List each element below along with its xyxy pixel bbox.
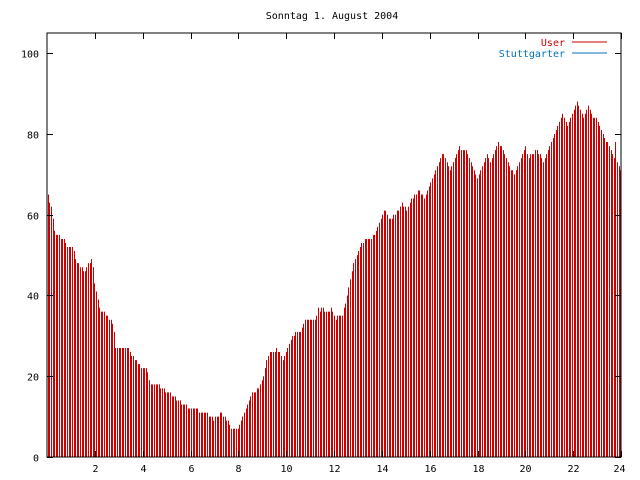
y-tick-label: 100 (21, 50, 39, 61)
x-axis: 2 4 6 8 10 12 14 16 18 20 22 24 (92, 33, 626, 475)
x-tick-label: 24 (613, 464, 625, 475)
y-tick-label: 0 (33, 454, 39, 465)
x-tick-label: 20 (519, 464, 531, 475)
legend-label-user: User (541, 38, 565, 49)
x-tick-label: 14 (376, 464, 388, 475)
y-tick-label: 80 (27, 131, 39, 142)
x-tick-label: 10 (280, 464, 292, 475)
x-tick-label: 18 (472, 464, 484, 475)
y-tick-label: 20 (27, 373, 39, 384)
x-tick-label: 8 (235, 464, 241, 475)
legend-label-stuttgarter: Stuttgarter (499, 49, 565, 60)
chart-title: Sonntag 1. August 2004 (266, 11, 398, 22)
bar-group (48, 101, 621, 457)
y-axis: 0 20 40 60 80 100 (21, 50, 621, 465)
y-tick-label: 40 (27, 292, 39, 303)
legend: User Stuttgarter (499, 38, 607, 60)
x-tick-label: 4 (140, 464, 146, 475)
y-tick-label: 60 (27, 212, 39, 223)
x-tick-label: 2 (92, 464, 98, 475)
x-tick-label: 12 (328, 464, 340, 475)
x-tick-label: 16 (424, 464, 436, 475)
x-tick-label: 22 (567, 464, 579, 475)
x-tick-label: 6 (188, 464, 194, 475)
